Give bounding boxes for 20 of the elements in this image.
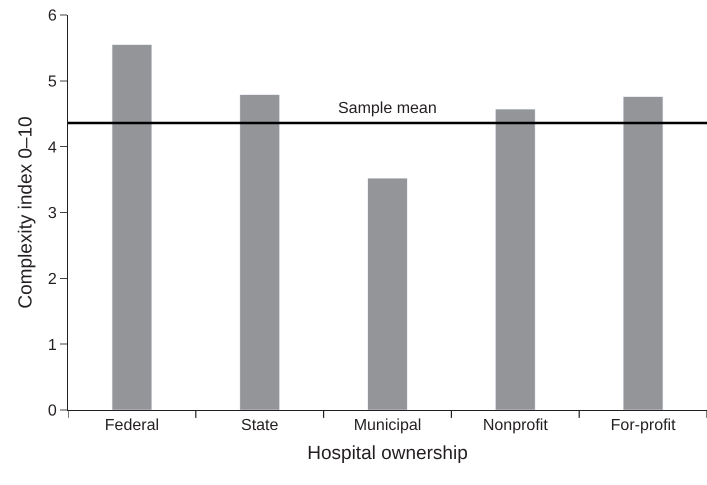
- x-axis-title: Hospital ownership: [307, 443, 468, 464]
- x-tick-label: State: [241, 417, 278, 434]
- y-tick-label: 3: [48, 205, 57, 222]
- y-axis-title: Complexity index 0–10: [16, 116, 37, 309]
- bar: [495, 108, 536, 410]
- y-tick-label: 6: [48, 8, 57, 25]
- x-tick-label: For-profit: [610, 417, 676, 434]
- bar: [367, 178, 408, 410]
- x-tick-label: Nonprofit: [482, 417, 548, 434]
- bar: [623, 96, 664, 410]
- y-tick-label: 0: [48, 402, 57, 420]
- ref-line-label: Sample mean: [338, 100, 437, 117]
- x-tick-label: Federal: [104, 417, 160, 434]
- bar: [240, 94, 280, 410]
- y-tick-label: 1: [48, 336, 57, 354]
- y-tick-label: 5: [48, 73, 57, 90]
- y-tick-label: 2: [48, 270, 57, 288]
- bar: [112, 44, 152, 410]
- x-tick-label: Municipal: [354, 417, 422, 434]
- y-tick-label: 4: [48, 139, 57, 156]
